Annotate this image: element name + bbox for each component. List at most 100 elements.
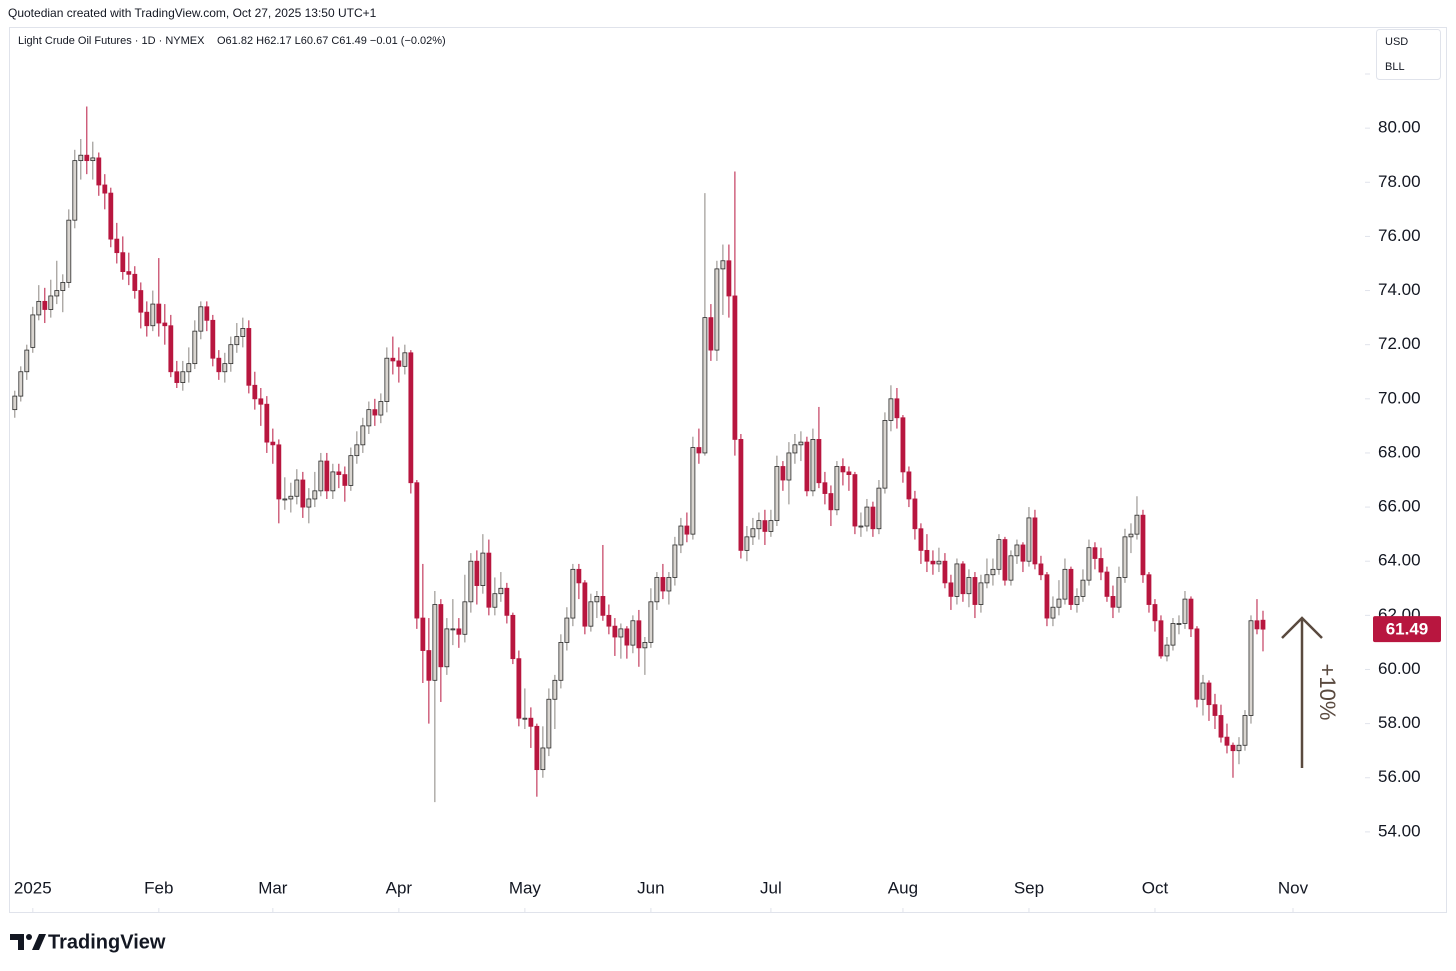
candle-body: [198, 306, 204, 332]
unit-box[interactable]: [1376, 29, 1441, 80]
candle-body: [810, 439, 816, 492]
x-tick-label: Aug: [888, 878, 918, 897]
candle-body: [12, 395, 18, 411]
candle-body: [132, 273, 138, 291]
candle-body: [120, 252, 126, 273]
candle-body: [246, 328, 252, 386]
candle-body: [1020, 544, 1026, 562]
candle-body: [960, 563, 966, 595]
candle-body: [750, 528, 756, 538]
y-tick-label: 70.00: [1378, 388, 1421, 407]
candle-body: [534, 725, 540, 771]
candle-body: [996, 539, 1002, 570]
y-tick-label: 64.00: [1378, 551, 1421, 570]
candle-body: [576, 568, 582, 584]
candle-body: [1110, 596, 1116, 608]
candle-body: [528, 717, 534, 727]
candle-body: [264, 403, 270, 443]
candle-body: [228, 344, 234, 365]
candle-body: [762, 520, 768, 532]
x-tick-label: Sep: [1014, 878, 1044, 897]
candle-body: [396, 360, 402, 367]
candle-body: [732, 295, 738, 440]
candle-body: [840, 466, 846, 473]
candle-body: [312, 490, 318, 500]
candle-body: [672, 544, 678, 578]
candle-body: [276, 444, 282, 500]
unit-label[interactable]: BLL: [1385, 61, 1405, 73]
candle-body: [864, 506, 870, 527]
currency-label[interactable]: USD: [1385, 36, 1408, 48]
candle-body: [816, 439, 822, 484]
candle-body: [606, 614, 612, 627]
x-tick-label: Nov: [1278, 878, 1309, 897]
candle-body: [936, 560, 942, 565]
last-price-box: [1373, 616, 1441, 643]
candle-body: [402, 352, 408, 367]
candle-body: [330, 471, 336, 492]
candle-body: [738, 439, 744, 551]
candle-body: [306, 498, 312, 508]
candle-body: [510, 614, 516, 660]
candle-body: [1176, 623, 1182, 625]
candle-body: [432, 604, 438, 681]
y-tick-label: 76.00: [1378, 226, 1421, 245]
candle-body: [588, 601, 594, 627]
candle-body: [270, 441, 276, 446]
candle-body: [1260, 619, 1266, 630]
candle-body: [186, 363, 192, 373]
candle-body: [174, 371, 180, 383]
candle-body: [36, 300, 42, 316]
candle-body: [360, 425, 366, 446]
candle-body: [786, 452, 792, 481]
candle-body: [924, 549, 930, 562]
candle-body: [630, 620, 636, 646]
candle-body: [906, 471, 912, 500]
candle-body: [900, 417, 906, 473]
candle-body: [1092, 547, 1098, 559]
candle-body: [714, 268, 720, 351]
candle-body: [1008, 555, 1014, 581]
candle-body: [1050, 606, 1056, 619]
candle-body: [1206, 682, 1212, 706]
candle-body: [90, 157, 96, 162]
candle-body: [252, 384, 258, 400]
y-tick-label: 56.00: [1378, 767, 1421, 786]
candle-body: [684, 525, 690, 535]
candle-body: [444, 628, 450, 668]
candle-body: [648, 601, 654, 643]
candle-body: [1254, 620, 1260, 630]
candle-body: [420, 617, 426, 651]
candle-body: [336, 471, 342, 476]
candle-body: [1044, 574, 1050, 619]
candle-body: [858, 525, 864, 528]
candle-body: [24, 349, 30, 373]
candle-body: [1236, 744, 1242, 752]
x-tick-label: 2025: [14, 878, 52, 897]
logo: [10, 934, 46, 950]
ohlc-legend: O61.82 H62.17 L60.67 C61.49 −0.01 (−0.02…: [217, 35, 446, 47]
candle-body: [1152, 604, 1158, 622]
candle-body: [1224, 736, 1230, 746]
x-tick-label: May: [509, 878, 542, 897]
candle-body: [768, 520, 774, 532]
candle-body: [84, 154, 90, 162]
candle-body: [1104, 571, 1110, 597]
candle-body: [282, 498, 288, 501]
candle-body: [162, 322, 168, 327]
candle-body: [594, 596, 600, 603]
candle-body: [108, 192, 114, 240]
annotation-label: +10%: [1315, 664, 1340, 721]
x-tick-label: Jun: [637, 878, 664, 897]
candle-body: [144, 311, 150, 327]
candle-body: [966, 577, 972, 595]
candle-body: [516, 658, 522, 719]
candle-body: [654, 577, 660, 603]
candle-body: [66, 219, 72, 283]
candle-body: [978, 582, 984, 605]
candle-body: [522, 717, 528, 720]
candle-body: [60, 282, 66, 291]
candle-body: [450, 628, 456, 631]
candle-body: [1122, 536, 1128, 578]
